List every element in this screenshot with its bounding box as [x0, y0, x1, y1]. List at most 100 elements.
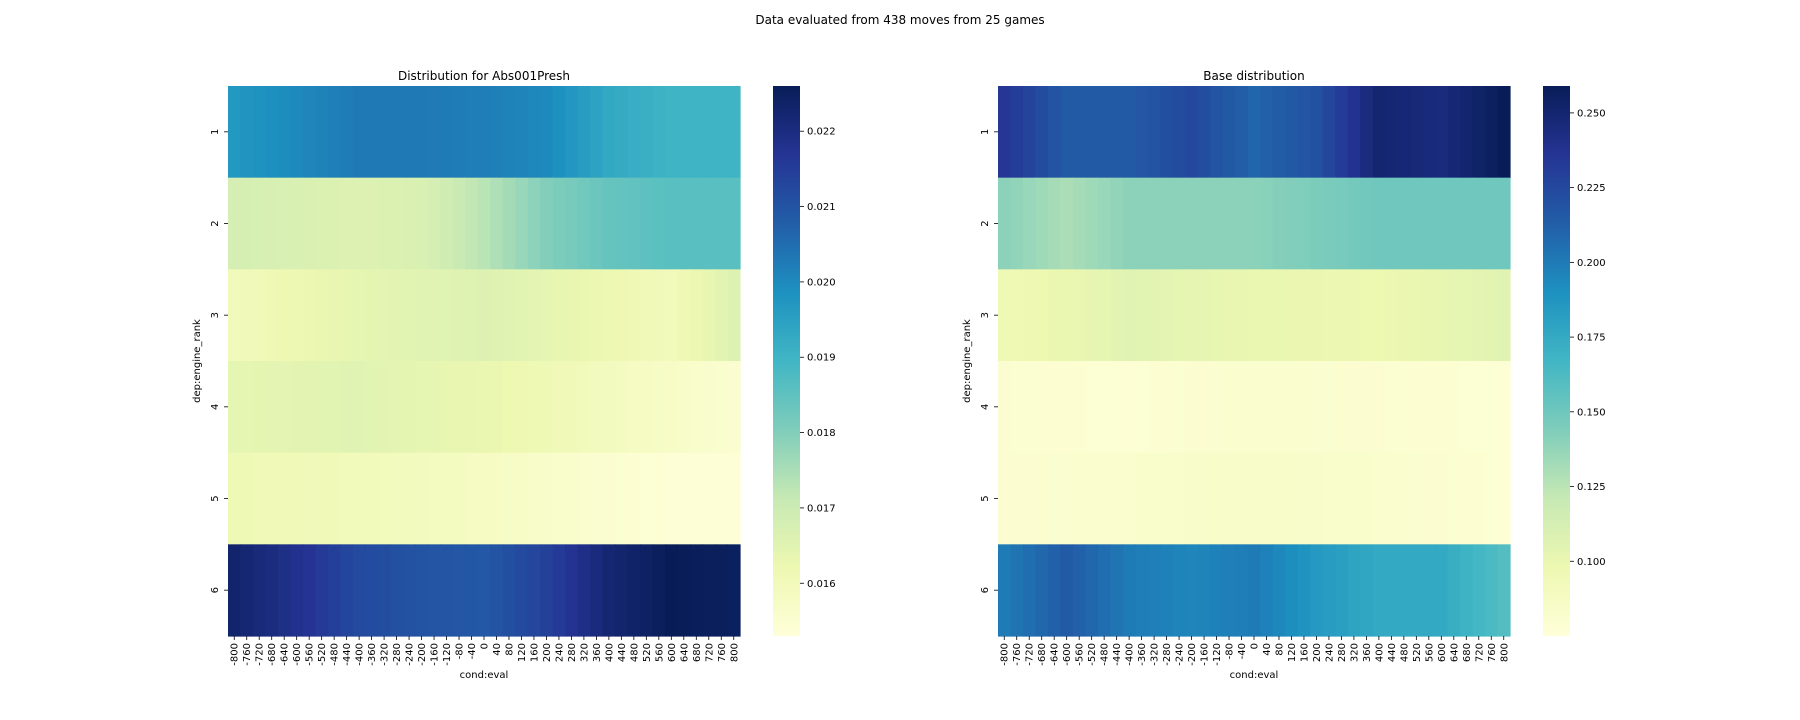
- y-tick-label: 3: [210, 312, 221, 318]
- heatmap-cell: [402, 86, 416, 179]
- heatmap-cell: [1035, 269, 1049, 362]
- heatmap-cell: [340, 544, 354, 637]
- heatmap-cell: [702, 269, 716, 362]
- heatmap-cell: [415, 361, 429, 454]
- heatmap-cell: [1497, 452, 1511, 545]
- heatmap-cell: [1347, 177, 1361, 270]
- x-tick-label: 0: [1250, 643, 1261, 649]
- heatmap-cell: [240, 544, 254, 637]
- heatmap-cell: [1172, 544, 1186, 637]
- heatmap-cell: [540, 269, 554, 362]
- heatmap-cell: [490, 269, 504, 362]
- heatmap-cell: [577, 544, 591, 637]
- heatmap-cell: [265, 86, 279, 179]
- heatmap-cell: [1235, 361, 1249, 454]
- heatmap-cell: [677, 269, 691, 362]
- heatmap-cell: [1347, 452, 1361, 545]
- heatmap-cell: [1197, 269, 1211, 362]
- heatmap-cell: [1160, 177, 1174, 270]
- heatmap-cell: [1260, 361, 1274, 454]
- heatmap-cell: [340, 452, 354, 545]
- x-tick-label: -360: [367, 643, 378, 666]
- heatmap-cell: [715, 269, 729, 362]
- heatmap-cell: [427, 269, 441, 362]
- heatmap-cell: [1135, 361, 1149, 454]
- heatmap-cell: [1085, 177, 1099, 270]
- heatmap-cell: [1235, 86, 1249, 179]
- heatmap-cell: [515, 86, 529, 179]
- heatmap-cell: [527, 86, 541, 179]
- heatmap-cell: [652, 177, 666, 270]
- heatmap-cell: [477, 361, 491, 454]
- heatmap-cell: [277, 452, 292, 545]
- heatmap-cell: [665, 177, 679, 270]
- heatmap-cell: [1272, 544, 1286, 637]
- heatmap-cell: [1497, 544, 1511, 637]
- heatmap-cell: [290, 269, 304, 362]
- heatmap-cell: [1322, 86, 1336, 179]
- x-tick-label: 440: [617, 643, 628, 662]
- x-tick-label: -640: [1050, 643, 1061, 666]
- heatmap-cell: [1310, 361, 1324, 454]
- heatmap-cell: [577, 177, 591, 270]
- heatmap-cell: [1222, 177, 1236, 270]
- heatmap-cell: [727, 544, 741, 637]
- heatmap-cell: [1360, 452, 1374, 545]
- heatmap-cell: [1310, 177, 1324, 270]
- heatmap-cell: [327, 177, 341, 270]
- heatmap-cell: [1322, 177, 1336, 270]
- heatmap-cell: [577, 269, 591, 362]
- heatmap-cell: [640, 86, 654, 179]
- heatmap-cell: [565, 269, 579, 362]
- heatmap-cell: [1460, 544, 1474, 637]
- heatmap-cell: [627, 544, 641, 637]
- heatmap-cell: [1135, 177, 1149, 270]
- colorbar-tick-label: 0.017: [807, 503, 836, 514]
- x-tick-label: 520: [642, 643, 653, 662]
- heatmap-cell: [602, 177, 616, 270]
- heatmap-cell: [1372, 86, 1386, 179]
- x-tick-label: -360: [1137, 643, 1148, 666]
- heatmap-cell: [1160, 544, 1174, 637]
- heatmap-cell: [290, 86, 304, 179]
- x-tick-label: 160: [529, 643, 540, 662]
- heatmap-cell: [1485, 269, 1499, 362]
- x-tick-label: -120: [442, 643, 453, 666]
- heatmap-cell: [440, 269, 454, 362]
- heatmap-cell: [515, 544, 529, 637]
- heatmap-cell: [1297, 361, 1311, 454]
- heatmap-cell: [552, 86, 566, 179]
- figure-suptitle: Data evaluated from 438 moves from 25 ga…: [755, 13, 1044, 27]
- heatmap-cell: [565, 544, 579, 637]
- heatmap-cell: [677, 544, 691, 637]
- x-tick-label: 680: [692, 643, 703, 662]
- heatmap-cell: [602, 452, 616, 545]
- heatmap-cell: [1072, 86, 1087, 179]
- heatmap-cell: [390, 86, 404, 179]
- heatmap-cell: [1060, 177, 1074, 270]
- heatmap-cell: [1460, 269, 1474, 362]
- heatmap-cell: [365, 269, 379, 362]
- x-tick-label: -760: [1012, 643, 1023, 666]
- heatmap-cell: [527, 177, 541, 270]
- heatmap-cell: [1197, 361, 1211, 454]
- x-tick-label: 400: [1374, 643, 1385, 662]
- heatmap-cell: [715, 452, 729, 545]
- x-tick-label: -160: [1200, 643, 1211, 666]
- heatmap-cell: [652, 544, 666, 637]
- heatmap-cell: [1247, 361, 1261, 454]
- x-tick-label: -680: [267, 643, 278, 666]
- heatmap-cell: [402, 544, 416, 637]
- heatmap-cell: [477, 86, 491, 179]
- heatmap-cell: [302, 452, 317, 545]
- heatmap-cell: [715, 361, 729, 454]
- heatmap-cell: [565, 361, 579, 454]
- heatmap-cell: [228, 86, 242, 179]
- heatmap-cell: [1097, 544, 1111, 637]
- heatmap-cell: [1472, 544, 1486, 637]
- heatmap-cell: [1022, 177, 1037, 270]
- heatmap-cell: [1272, 361, 1286, 454]
- heatmap-cell: [998, 361, 1012, 454]
- heatmap-cell: [1485, 177, 1499, 270]
- x-tick-label: -440: [1112, 643, 1123, 666]
